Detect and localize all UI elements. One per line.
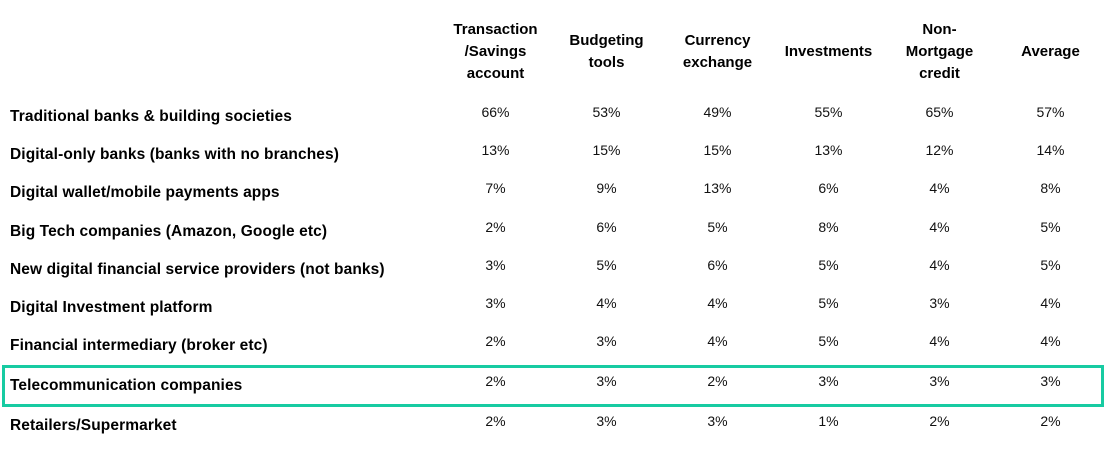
cell-value: 15% (592, 142, 621, 159)
cell-value: 5% (596, 256, 617, 273)
cell-value: 2% (485, 218, 506, 235)
cell-value: 4% (929, 256, 950, 273)
table-row-digital-only-banks: Digital-only banks (banks with no branch… (10, 136, 1100, 174)
cell-value: 3% (485, 295, 506, 312)
cell-value: 3% (596, 373, 617, 390)
cell-value: 2% (707, 373, 728, 390)
table-row-telecommunication-highlighted: Telecommunication companies 2% 3% 2% 3% … (2, 365, 1104, 408)
table-row-financial-intermediary: Financial intermediary (broker etc) 2% 3… (10, 327, 1100, 365)
column-header-transaction-savings: Transaction /Savings account (453, 21, 538, 82)
cell-value: 3% (707, 413, 728, 430)
cell-value: 65% (925, 104, 954, 121)
table-row-digital-investment-platform: Digital Investment platform 3% 4% 4% 5% … (10, 289, 1100, 327)
cell-value: 5% (1040, 218, 1061, 235)
cell-value: 55% (814, 104, 843, 121)
cell-value: 5% (818, 295, 839, 312)
row-label: Digital Investment platform (10, 299, 213, 317)
row-label: Financial intermediary (broker etc) (10, 337, 268, 355)
cell-value: 4% (929, 218, 950, 235)
cell-value: 13% (703, 180, 732, 197)
cell-value: 3% (1040, 373, 1061, 390)
cell-value: 6% (707, 256, 728, 273)
row-label: New digital financial service providers … (10, 260, 385, 278)
cell-value: 3% (929, 373, 950, 390)
cell-value: 3% (596, 333, 617, 350)
cell-value: 8% (1040, 180, 1061, 197)
cell-value: 4% (1040, 295, 1061, 312)
cell-value: 4% (1040, 333, 1061, 350)
cell-value: 4% (596, 295, 617, 312)
cell-value: 5% (818, 256, 839, 273)
column-header-non-mortgage-credit: Non- Mortgage credit (905, 21, 974, 82)
row-label: Telecommunication companies (10, 377, 243, 395)
row-label: Digital-only banks (banks with no branch… (10, 146, 339, 164)
cell-value: 4% (929, 333, 950, 350)
cell-value: 4% (707, 295, 728, 312)
cell-value: 2% (485, 333, 506, 350)
column-header-investments: Investments (784, 43, 873, 61)
row-label: Digital wallet/mobile payments apps (10, 184, 280, 202)
cell-value: 2% (485, 373, 506, 390)
cell-value: 3% (596, 413, 617, 430)
cell-value: 5% (707, 218, 728, 235)
cell-value: 5% (1040, 256, 1061, 273)
cell-value: 1% (818, 413, 839, 430)
table-header-row: Transaction /Savings account Budgeting t… (10, 6, 1100, 98)
cell-value: 4% (707, 333, 728, 350)
table-row-retailers-supermarket: Retailers/Supermarket 2% 3% 3% 1% 2% 2% (10, 407, 1100, 445)
cell-value: 3% (929, 295, 950, 312)
cell-value: 14% (1036, 142, 1065, 159)
row-label: Retailers/Supermarket (10, 417, 177, 435)
cell-value: 2% (1040, 413, 1061, 430)
cell-value: 49% (703, 104, 732, 121)
cell-value: 6% (596, 218, 617, 235)
cell-value: 2% (485, 413, 506, 430)
cell-value: 4% (929, 180, 950, 197)
column-header-average: Average (1021, 43, 1080, 61)
cell-value: 5% (818, 333, 839, 350)
cell-value: 9% (596, 180, 617, 197)
table-row-digital-wallet: Digital wallet/mobile payments apps 7% 9… (10, 174, 1100, 212)
table-row-big-tech: Big Tech companies (Amazon, Google etc) … (10, 213, 1100, 251)
cell-value: 2% (929, 413, 950, 430)
cell-value: 57% (1036, 104, 1065, 121)
cell-value: 8% (818, 218, 839, 235)
column-header-currency-exchange: Currency exchange (682, 32, 753, 71)
row-label: Big Tech companies (Amazon, Google etc) (10, 222, 328, 240)
column-header-budgeting-tools: Budgeting tools (569, 32, 644, 71)
table-row-traditional-banks: Traditional banks & building societies 6… (10, 98, 1100, 136)
cell-value: 12% (925, 142, 954, 159)
cell-value: 15% (703, 142, 732, 159)
cell-value: 13% (814, 142, 843, 159)
table-row-new-digital-providers: New digital financial service providers … (10, 251, 1100, 289)
cell-value: 6% (818, 180, 839, 197)
cell-value: 3% (818, 373, 839, 390)
cell-value: 3% (485, 256, 506, 273)
cell-value: 13% (481, 142, 510, 159)
cell-value: 53% (592, 104, 621, 121)
cell-value: 7% (485, 180, 506, 197)
cell-value: 66% (481, 104, 510, 121)
row-label: Traditional banks & building societies (10, 108, 292, 126)
